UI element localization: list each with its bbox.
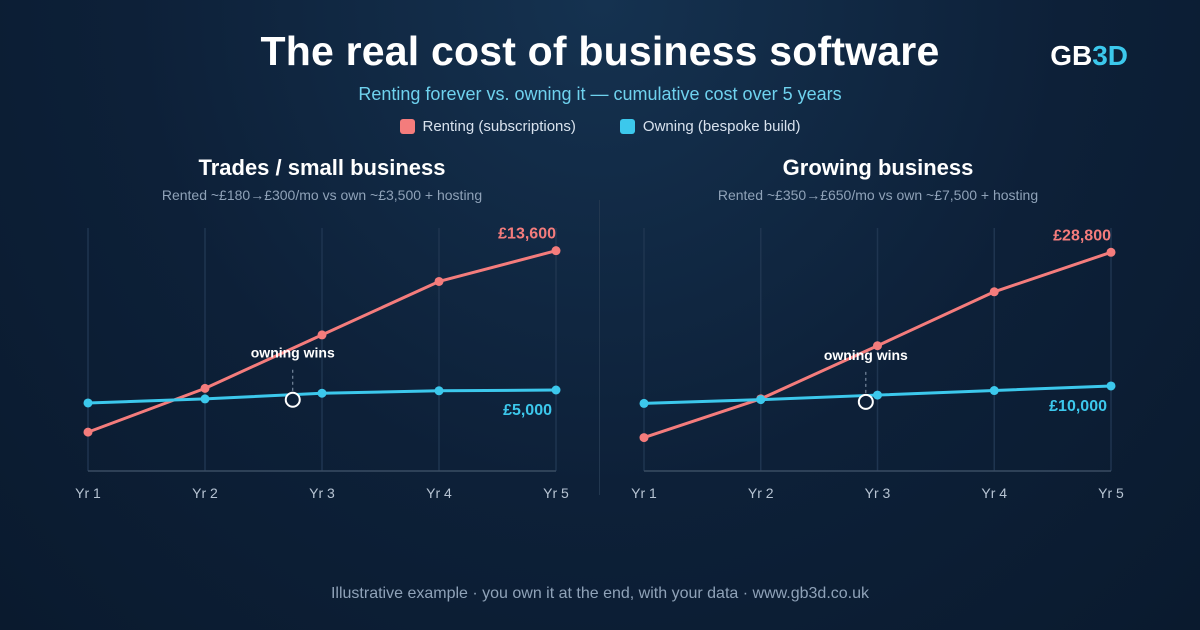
chart-2-crossover-marker	[857, 393, 874, 410]
chart-2-owning-point	[1106, 381, 1116, 391]
page-subtitle: Renting forever vs. owning it — cumulati…	[358, 84, 842, 104]
chart-2-owning-point	[756, 395, 766, 405]
chart-1-annotation-label: owning wins	[251, 345, 335, 361]
legend: Renting (subscriptions) Owning (bespoke …	[0, 118, 1200, 135]
chart-1-renting-point	[434, 276, 444, 286]
page-title: The real cost of business software	[260, 28, 940, 74]
chart-1-tick-label: Yr 1	[75, 485, 101, 501]
chart-2-renting-point	[1106, 247, 1116, 257]
chart-2-owning-point	[639, 398, 649, 408]
chart-1-tick-label: Yr 3	[309, 485, 335, 501]
legend-label-renting: Renting (subscriptions)	[422, 118, 576, 135]
chart-1-renting-point	[551, 246, 561, 256]
chart-1-tick-label: Yr 2	[192, 485, 218, 501]
chart-2-renting-point	[639, 433, 649, 443]
legend-swatch-renting	[399, 119, 415, 134]
chart-2-tick-label: Yr 3	[865, 485, 891, 501]
chart-1-owning-point	[317, 388, 327, 398]
chart-1-owning-point	[83, 398, 93, 408]
chart-1-owning-point	[551, 385, 561, 395]
chart-2-owning-point	[989, 386, 999, 396]
panel-divider	[599, 200, 600, 495]
chart-1-renting-point	[83, 427, 93, 437]
legend-swatch-owning	[619, 119, 635, 134]
chart-2-tick-label: Yr 5	[1098, 485, 1124, 501]
chart-2-owning-end-label: £10,000	[1049, 398, 1107, 415]
chart-2-tick-label: Yr 4	[981, 485, 1007, 501]
chart-1-title: Trades / small business	[198, 155, 446, 180]
chart-2-renting-point	[989, 287, 999, 297]
footer-note: Illustrative example · you own it at the…	[330, 585, 870, 602]
legend-item-owning: Owning (bespoke build)	[619, 118, 801, 135]
chart-1-owning-point	[200, 394, 210, 404]
chart-1-renting-end-label: £13,600	[498, 226, 556, 243]
chart-2-renting-point	[873, 341, 882, 351]
brand-logo: GB3D	[1050, 40, 1128, 72]
chart-1-crossover-marker	[284, 391, 301, 408]
legend-label-owning: Owning (bespoke build)	[642, 118, 801, 135]
logo-accent: 3D	[1092, 40, 1128, 71]
chart-1-renting-point	[317, 330, 327, 340]
chart-2-title: Growing business	[782, 155, 974, 180]
chart-1-renting-point	[200, 383, 210, 393]
legend-item-renting: Renting (subscriptions)	[399, 118, 576, 135]
chart-1-tick-label: Yr 5	[543, 485, 569, 501]
chart-2-annotation-label: owning wins	[824, 347, 908, 363]
chart-2-subtitle: Rented ~£350→£650/mo vs own ~£7,500 + ho…	[717, 187, 1039, 203]
chart-2-tick-label: Yr 2	[748, 485, 774, 501]
chart-1-subtitle: Rented ~£180→£300/mo vs own ~£3,500 + ho…	[161, 187, 483, 203]
chart-2-owning-point	[873, 390, 882, 400]
chart-1-owning-end-label: £5,000	[503, 402, 552, 419]
chart-1-tick-label: Yr 4	[426, 485, 452, 501]
chart-1-owning-point	[434, 386, 444, 396]
chart-2-tick-label: Yr 1	[631, 485, 657, 501]
logo-text: GB	[1050, 40, 1093, 71]
chart-2-renting-end-label: £28,800	[1053, 227, 1111, 244]
